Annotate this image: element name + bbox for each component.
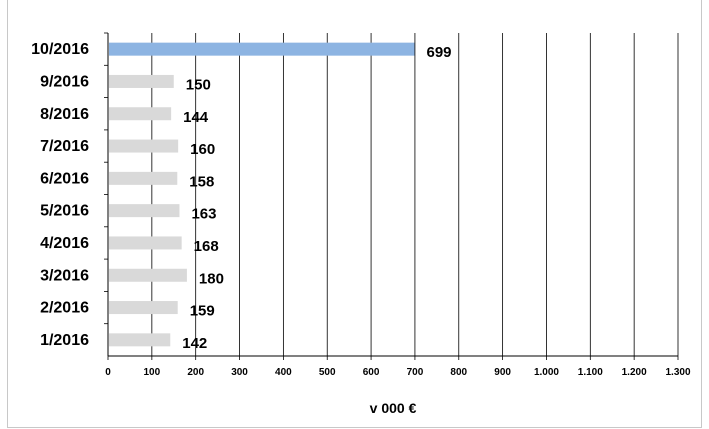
labels: 1/2016 142 2/2016 159 3/2016 180 4/2016 168 5/20… bbox=[31, 41, 451, 352]
x-tick-label: 700 bbox=[407, 367, 424, 378]
category-label: 9/2016 bbox=[40, 73, 89, 90]
x-axis-title: v 000 € bbox=[370, 400, 417, 416]
data-label: 144 bbox=[183, 109, 209, 126]
bar-9-2016 bbox=[109, 74, 174, 88]
category-label: 10/2016 bbox=[31, 41, 89, 58]
x-tick-label: 1.000 bbox=[534, 367, 559, 378]
x-tick-label: 1.300 bbox=[665, 367, 690, 378]
x-tick-label: 1.200 bbox=[622, 367, 647, 378]
bar-1-2016 bbox=[109, 333, 171, 347]
x-tick-label: 200 bbox=[187, 367, 204, 378]
category-label: 4/2016 bbox=[40, 235, 89, 252]
bar-2-2016 bbox=[109, 301, 178, 315]
category-label: 8/2016 bbox=[40, 106, 89, 123]
x-tick-label: 0 bbox=[105, 367, 111, 378]
x-tick-label: 900 bbox=[494, 367, 511, 378]
data-label: 163 bbox=[191, 206, 216, 223]
category-label: 6/2016 bbox=[40, 170, 89, 187]
data-label: 150 bbox=[186, 76, 211, 93]
category-label: 3/2016 bbox=[40, 267, 89, 284]
x-tick-label: 500 bbox=[319, 367, 336, 378]
x-tick-label: 300 bbox=[231, 367, 248, 378]
bar-4-2016 bbox=[109, 236, 182, 250]
category-label: 7/2016 bbox=[40, 138, 89, 155]
bar-8-2016 bbox=[109, 107, 172, 121]
bars bbox=[109, 42, 415, 347]
bar-5-2016 bbox=[109, 204, 180, 218]
grid-lines bbox=[151, 33, 679, 356]
category-label: 5/2016 bbox=[40, 203, 89, 220]
data-label: 699 bbox=[426, 44, 451, 61]
x-tick-label: 800 bbox=[450, 367, 467, 378]
bar-3-2016 bbox=[109, 268, 187, 282]
category-label: 2/2016 bbox=[40, 300, 89, 317]
x-tick-label: 600 bbox=[363, 367, 380, 378]
data-label: 180 bbox=[199, 270, 224, 287]
x-tick-label: 1.100 bbox=[578, 367, 603, 378]
category-label: 1/2016 bbox=[40, 332, 89, 349]
x-tick-label: 100 bbox=[144, 367, 161, 378]
data-label: 160 bbox=[190, 141, 215, 158]
data-label: 168 bbox=[194, 238, 219, 255]
bar-7-2016 bbox=[109, 139, 179, 153]
bar-10-2016 bbox=[109, 42, 415, 56]
data-label: 142 bbox=[182, 335, 207, 352]
data-label: 159 bbox=[190, 303, 215, 320]
data-label: 158 bbox=[189, 173, 214, 190]
bar-6-2016 bbox=[109, 171, 178, 185]
x-tick-label: 400 bbox=[275, 367, 292, 378]
axes: 0 100 200 300 400 500 600 700 800 900 1.000 1.100 1.… bbox=[104, 32, 691, 378]
